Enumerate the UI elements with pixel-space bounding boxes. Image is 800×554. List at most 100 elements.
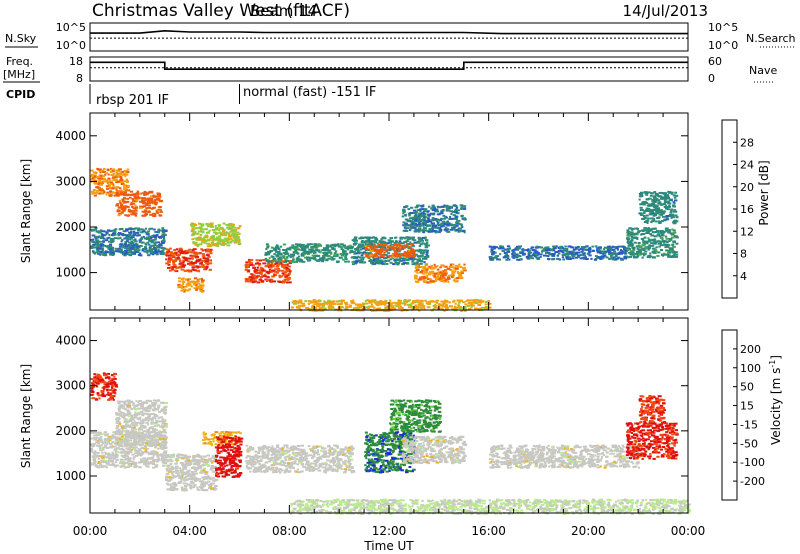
heatmap-cell-r5 (200, 223, 204, 226)
heatmap-cell-r1 (119, 191, 124, 194)
heatmap-cell-r12 (506, 250, 511, 253)
heatmap-cell-r3 (191, 263, 195, 266)
power-x-ticks (89, 113, 689, 310)
heatmap-cell-r11 (433, 212, 436, 215)
heatmap-cell-r15 (383, 303, 387, 306)
heatmap-cell-r8 (424, 244, 427, 247)
heatmap-cell-r15 (307, 307, 311, 310)
heatmap-cell-r12 (504, 254, 509, 257)
heatmap-cell-r11 (413, 230, 417, 233)
heatmap-cell-r1 (145, 412, 150, 415)
heatmap-cell-r15 (382, 309, 387, 312)
heatmap-cell-r14 (673, 209, 677, 212)
heatmap-cell-r5 (230, 240, 233, 243)
heatmap-cell-r15 (428, 300, 433, 303)
heatmap-cell-r11 (433, 226, 438, 229)
heatmap-cell-r15 (399, 305, 403, 308)
heatmap-cell-r9 (407, 249, 411, 252)
heatmap-cell-r14 (651, 210, 655, 213)
heatmap-cell-r4 (199, 284, 203, 287)
heatmap-cell-r12 (506, 245, 511, 248)
heatmap-cell-r9 (394, 252, 398, 254)
heatmap-cell-r14 (672, 221, 676, 224)
heatmap-cell-r11 (434, 207, 437, 210)
heatmap-cell-r14 (665, 217, 669, 220)
heatmap-cell-r2 (122, 230, 127, 233)
heatmap-cell-r15 (469, 299, 473, 302)
heatmap-cell-r7 (323, 253, 326, 256)
heatmap-cell-r7 (297, 258, 301, 261)
heatmap-cell-r12 (570, 246, 573, 249)
heatmap-cell-r3 (193, 252, 197, 255)
heatmap-cell-r14 (640, 191, 644, 194)
heatmap-cell-r15 (313, 303, 318, 306)
heatmap-cell-r6 (274, 268, 277, 271)
heatmap-cell-r11 (449, 217, 454, 220)
heatmap-cell-r15 (385, 306, 390, 308)
heatmap-cell-r15 (417, 301, 422, 304)
heatmap-cell-r8 (360, 244, 365, 246)
heatmap-cell-r8 (414, 258, 417, 261)
heatmap-cell-r9 (398, 248, 403, 251)
heatmap-cell-r5 (198, 226, 203, 229)
heatmap-cell-r2 (125, 240, 129, 243)
heatmap-cell-r10 (422, 280, 426, 283)
heatmap-cell-r6 (274, 263, 277, 265)
heatmap-cell-r10 (460, 270, 464, 273)
heatmap-cell-r15 (364, 299, 368, 302)
heatmap-cell-r12 (490, 256, 493, 259)
heatmap-cell-r4 (185, 283, 189, 286)
heatmap-cell-r12 (556, 258, 560, 260)
heatmap-cell-r12 (544, 246, 548, 249)
heatmap-cell-r8 (423, 261, 426, 264)
heatmap-cell-r8 (423, 255, 428, 258)
heatmap-cell-r6 (257, 262, 262, 265)
heatmap-cell-r7 (322, 251, 326, 254)
heatmap-cell-r13 (659, 244, 664, 247)
heatmap-cell-r5 (191, 228, 195, 230)
heatmap-cell-r6 (269, 266, 273, 269)
heatmap-cell-r2 (131, 248, 136, 251)
heatmap-cell-r1 (122, 197, 127, 200)
heatmap-cell-r14 (660, 220, 664, 223)
heatmap-cell-r1 (143, 435, 148, 438)
heatmap-cell-r5 (197, 238, 202, 241)
heatmap-cell-r14 (652, 219, 655, 222)
freq-label-line2: [MHz] (3, 68, 35, 81)
heatmap-cell-r1 (125, 200, 130, 203)
heatmap-cell-r3 (205, 257, 209, 260)
heatmap-cell-r10 (418, 278, 422, 281)
heatmap-cell-r13 (642, 252, 646, 255)
heatmap-cell-r0 (91, 173, 94, 176)
heatmap-cell-r15 (448, 305, 453, 308)
heatmap-cell-r7 (265, 260, 269, 262)
heatmap-cell-r0 (96, 167, 99, 170)
heatmap-cell-r11 (440, 217, 444, 220)
heatmap-cell-r0 (112, 168, 116, 171)
heatmap-cell-r11 (423, 214, 426, 217)
heatmap-cell-r15 (377, 307, 382, 310)
heatmap-cell-r15 (406, 301, 409, 303)
heatmap-cell-r12 (577, 254, 581, 257)
heatmap-cell-r13 (632, 251, 635, 254)
heatmap-cell-r1 (121, 416, 124, 419)
heatmap-cell-r8 (401, 257, 406, 260)
heatmap-cell-r0 (110, 171, 113, 173)
heatmap-cell-r2 (125, 237, 128, 239)
heatmap-cell-r5 (234, 230, 237, 233)
heatmap-cell-r12 (505, 253, 508, 256)
heatmap-cell-r14 (650, 217, 654, 220)
heatmap-cell-r12 (550, 253, 553, 256)
heatmap-cell-r0 (90, 393, 93, 396)
heatmap-cell-r0 (108, 398, 112, 401)
heatmap-cell-r4 (178, 277, 181, 280)
heatmap-cell-r5 (232, 224, 235, 227)
heatmap-cell-r7 (347, 260, 350, 263)
heatmap-cell-r6 (266, 279, 270, 281)
heatmap-cell-r5 (238, 233, 241, 235)
heatmap-cell-r11 (403, 209, 406, 212)
heatmap-cell-r1 (158, 193, 161, 195)
heatmap-cell-r11 (460, 224, 463, 227)
heatmap-cell-r12 (617, 253, 621, 256)
heatmap-cell-r12 (492, 245, 496, 248)
